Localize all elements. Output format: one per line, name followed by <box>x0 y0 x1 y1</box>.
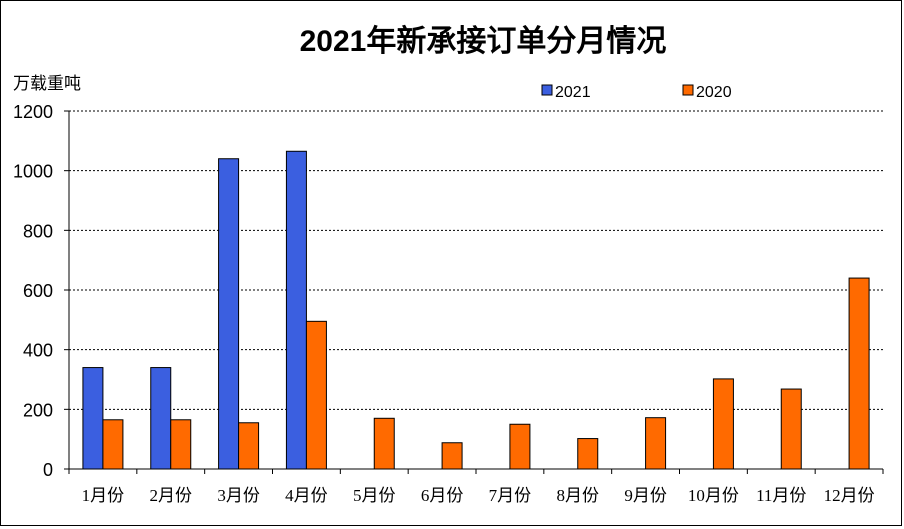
x-tick-label: 6月份 <box>421 486 464 505</box>
x-tick-label: 5月份 <box>353 486 396 505</box>
legend-swatch-2020 <box>682 84 694 96</box>
bar-2020-2 <box>170 419 192 470</box>
x-tick-labels: 1月份 2月份 3月份 4月份 5月份 6月份 7月份 8月份 9月份 10月份 11月份 12月份 <box>82 486 875 505</box>
bar-2021-3 <box>218 158 240 470</box>
bar-2020-3 <box>238 422 260 470</box>
gridlines <box>69 110 883 410</box>
x-tick-label: 4月份 <box>285 486 328 505</box>
legend: 2021 2020 <box>541 84 732 101</box>
y-tick-label: 1000 <box>13 162 53 182</box>
bar-2021-1 <box>82 367 104 470</box>
bar-2020-11 <box>780 388 802 470</box>
y-axis-unit-label: 万载重吨 <box>13 74 81 93</box>
bar-2020-4 <box>305 320 327 470</box>
y-tick-label: 600 <box>23 281 53 301</box>
legend-label-2021: 2021 <box>555 84 591 101</box>
x-tick-label: 10月份 <box>688 486 739 505</box>
legend-label-2020: 2020 <box>696 84 732 101</box>
chart-title: 2021年新承接订单分月情况 <box>300 25 667 58</box>
bar-2021-2 <box>150 367 172 470</box>
bar-2020-9 <box>645 417 667 470</box>
axes <box>64 110 884 474</box>
x-tick-label: 8月份 <box>557 486 600 505</box>
x-tick-label: 9月份 <box>624 486 667 505</box>
x-tick-label: 12月份 <box>824 486 875 505</box>
bar-2021-4 <box>285 150 307 470</box>
y-tick-labels: 0 200 400 600 800 1000 1200 <box>13 102 53 480</box>
y-tick-label: 200 <box>23 400 53 420</box>
bar-2020-12 <box>848 277 870 470</box>
y-tick-label: 1200 <box>13 102 53 122</box>
x-tick-label: 11月份 <box>756 486 806 505</box>
bar-2020-8 <box>577 438 599 470</box>
x-tick-label: 1月份 <box>82 486 125 505</box>
bar-2020-1 <box>102 419 124 470</box>
bar-2020-6 <box>441 442 463 470</box>
x-tick-label: 7月份 <box>489 486 532 505</box>
x-tick-label: 3月份 <box>217 486 260 505</box>
bar-2020-7 <box>509 423 531 470</box>
bars <box>82 150 870 470</box>
y-tick-label: 800 <box>23 221 53 241</box>
bar-2020-10 <box>712 378 734 470</box>
legend-swatch-2021 <box>541 84 553 96</box>
y-tick-label: 0 <box>43 460 53 480</box>
x-tick-label: 2月份 <box>150 486 193 505</box>
y-tick-label: 400 <box>23 341 53 361</box>
bar-2020-5 <box>373 417 395 470</box>
